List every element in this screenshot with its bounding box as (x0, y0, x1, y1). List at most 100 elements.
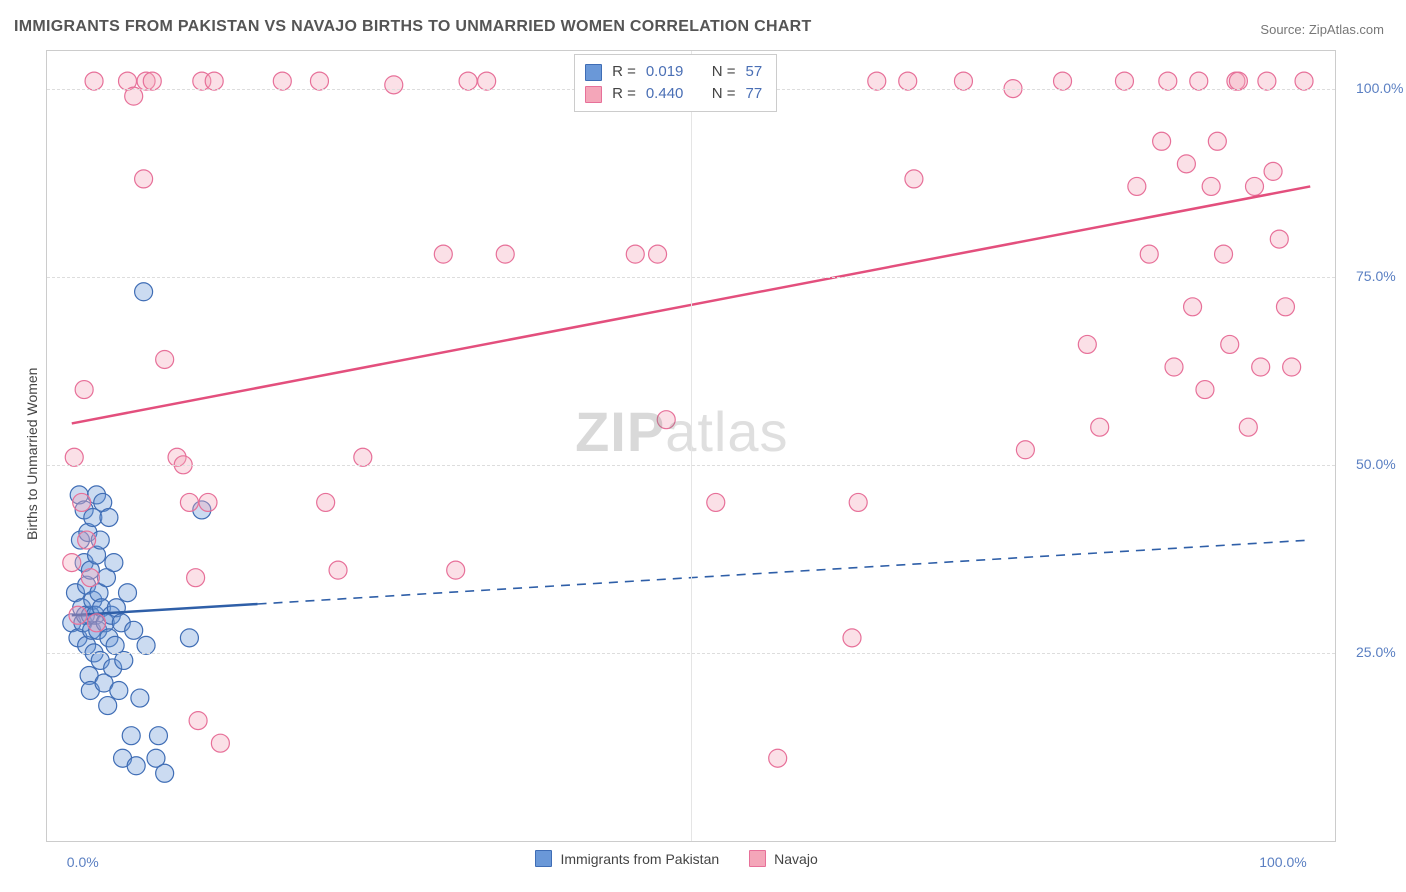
data-point (1177, 155, 1195, 173)
data-point (273, 72, 291, 90)
legend-item: Immigrants from Pakistan (535, 850, 719, 867)
data-point (122, 727, 140, 745)
data-point (1078, 335, 1096, 353)
data-point (69, 606, 87, 624)
data-point (1190, 72, 1208, 90)
gridline-v (691, 51, 692, 841)
data-point (1246, 177, 1264, 195)
chart-container: IMMIGRANTS FROM PAKISTAN VS NAVAJO BIRTH… (0, 0, 1406, 892)
data-point (317, 493, 335, 511)
data-point (868, 72, 886, 90)
data-point (88, 614, 106, 632)
data-point (354, 448, 372, 466)
data-point (100, 508, 118, 526)
data-point (1252, 358, 1270, 376)
data-point (1221, 335, 1239, 353)
legend-item: Navajo (749, 850, 818, 867)
data-point (135, 170, 153, 188)
data-point (849, 493, 867, 511)
data-point (125, 621, 143, 639)
data-point (1239, 418, 1257, 436)
data-point (649, 245, 667, 263)
legend-swatch (749, 850, 766, 867)
stats-swatch (585, 64, 602, 81)
data-point (1140, 245, 1158, 263)
data-point (769, 749, 787, 767)
data-point (180, 629, 198, 647)
data-point (65, 448, 83, 466)
data-point (1153, 132, 1171, 150)
ytick-label: 75.0% (1356, 268, 1396, 284)
data-point (131, 689, 149, 707)
data-point (1115, 72, 1133, 90)
data-point (843, 629, 861, 647)
data-point (385, 76, 403, 94)
data-point (1276, 298, 1294, 316)
data-point (459, 72, 477, 90)
data-point (189, 712, 207, 730)
chart-title: IMMIGRANTS FROM PAKISTAN VS NAVAJO BIRTH… (14, 18, 812, 36)
data-point (1208, 132, 1226, 150)
data-point (211, 734, 229, 752)
xtick-label: 100.0% (1259, 854, 1306, 870)
data-point (1159, 72, 1177, 90)
data-point (115, 651, 133, 669)
ytick-label: 50.0% (1356, 456, 1396, 472)
data-point (1202, 177, 1220, 195)
data-point (81, 569, 99, 587)
data-point (85, 72, 103, 90)
data-point (143, 72, 161, 90)
source-label: Source: ZipAtlas.com (1260, 22, 1384, 37)
data-point (1196, 381, 1214, 399)
data-point (954, 72, 972, 90)
trend-line-dashed (258, 540, 1311, 604)
data-point (1165, 358, 1183, 376)
data-point (626, 245, 644, 263)
data-point (657, 411, 675, 429)
plot-area: ZIPatlas (46, 50, 1336, 842)
data-point (135, 283, 153, 301)
data-point (125, 87, 143, 105)
data-point (496, 245, 514, 263)
legend-swatch (535, 850, 552, 867)
data-point (78, 531, 96, 549)
data-point (707, 493, 725, 511)
stats-row: R =0.019 N =57 (585, 61, 762, 83)
data-point (63, 554, 81, 572)
stats-swatch (585, 86, 602, 103)
data-point (1016, 441, 1034, 459)
data-point (205, 72, 223, 90)
data-point (137, 636, 155, 654)
data-point (105, 554, 123, 572)
data-point (119, 584, 137, 602)
data-point (1054, 72, 1072, 90)
legend-label: Immigrants from Pakistan (560, 851, 719, 867)
data-point (156, 764, 174, 782)
x-axis-legend: Immigrants from Pakistan Navajo (535, 850, 817, 867)
data-point (329, 561, 347, 579)
data-point (110, 682, 128, 700)
data-point (1215, 245, 1233, 263)
data-point (905, 170, 923, 188)
data-point (1091, 418, 1109, 436)
ytick-label: 100.0% (1356, 80, 1403, 96)
data-point (149, 727, 167, 745)
data-point (99, 697, 117, 715)
data-point (199, 493, 217, 511)
data-point (127, 757, 145, 775)
correlation-stats-box: R =0.019 N =57R =0.440 N =77 (574, 54, 777, 112)
data-point (899, 72, 917, 90)
y-axis-label: Births to Unmarried Women (24, 367, 40, 539)
data-point (434, 245, 452, 263)
data-point (1128, 177, 1146, 195)
data-point (75, 381, 93, 399)
data-point (447, 561, 465, 579)
data-point (180, 493, 198, 511)
data-point (478, 72, 496, 90)
legend-label: Navajo (774, 851, 818, 867)
xtick-label: 0.0% (67, 854, 99, 870)
data-point (310, 72, 328, 90)
data-point (1184, 298, 1202, 316)
ytick-label: 25.0% (1356, 644, 1396, 660)
data-point (156, 350, 174, 368)
